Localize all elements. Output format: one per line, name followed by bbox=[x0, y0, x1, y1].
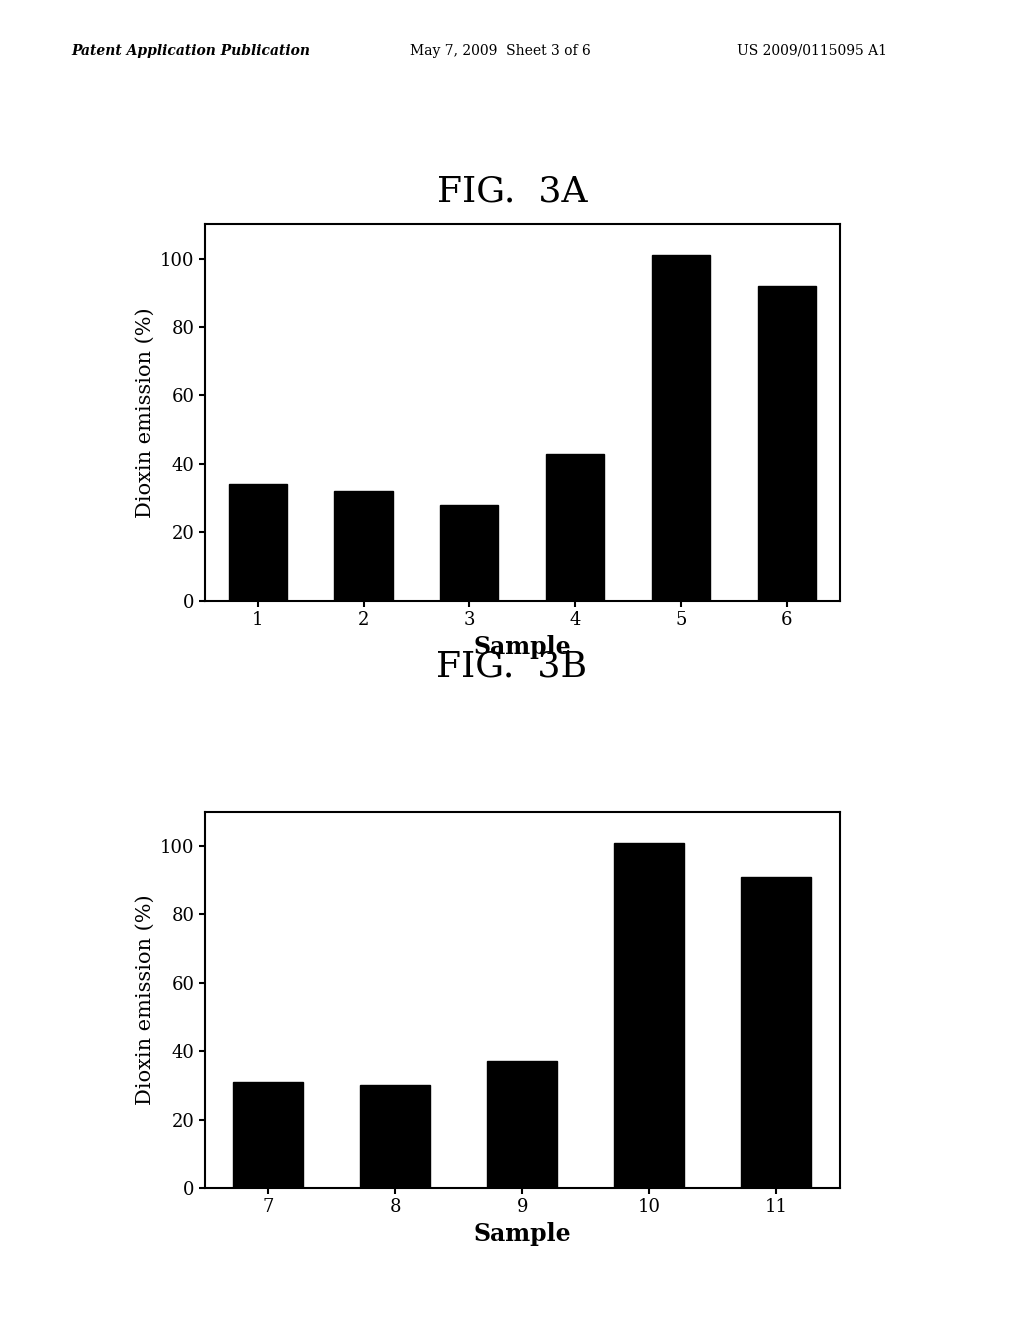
Text: US 2009/0115095 A1: US 2009/0115095 A1 bbox=[737, 44, 887, 58]
Bar bbox=[741, 876, 811, 1188]
Bar bbox=[546, 454, 604, 601]
Bar bbox=[360, 1085, 430, 1188]
X-axis label: Sample: Sample bbox=[473, 635, 571, 659]
Bar bbox=[228, 484, 287, 601]
Bar bbox=[233, 1082, 303, 1188]
Bar bbox=[335, 491, 392, 601]
Y-axis label: Dioxin emission (%): Dioxin emission (%) bbox=[135, 308, 155, 517]
Bar bbox=[652, 255, 710, 601]
X-axis label: Sample: Sample bbox=[473, 1222, 571, 1246]
Text: Patent Application Publication: Patent Application Publication bbox=[72, 44, 310, 58]
Text: FIG.  3A: FIG. 3A bbox=[437, 174, 587, 209]
Bar bbox=[614, 842, 684, 1188]
Bar bbox=[487, 1061, 557, 1188]
Bar bbox=[440, 504, 499, 601]
Text: May 7, 2009  Sheet 3 of 6: May 7, 2009 Sheet 3 of 6 bbox=[410, 44, 591, 58]
Bar bbox=[758, 286, 816, 601]
Y-axis label: Dioxin emission (%): Dioxin emission (%) bbox=[135, 895, 155, 1105]
Text: FIG.  3B: FIG. 3B bbox=[436, 649, 588, 684]
